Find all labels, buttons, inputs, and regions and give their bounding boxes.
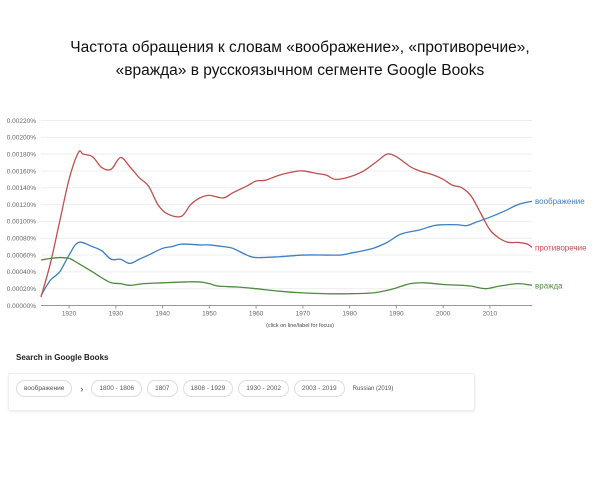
y-tick-label: 0.00100% <box>7 219 36 226</box>
series-label[interactable]: воображение <box>535 197 585 206</box>
x-tick-label: 1980 <box>342 311 357 318</box>
range-chip[interactable]: 2003 - 2019 <box>293 380 345 397</box>
title-line-1: Частота обращения к словам «воображение»… <box>70 39 530 56</box>
y-tick-label: 0.00040% <box>7 269 36 276</box>
x-tick-label: 1930 <box>109 311 124 318</box>
series-label[interactable]: противоречие <box>535 243 587 252</box>
title-line-2: «вражда» в русскоязычном сегменте Google… <box>115 62 485 79</box>
series-line-воображение[interactable] <box>40 200 533 296</box>
x-tick-label: 1970 <box>296 311 311 318</box>
term-chip[interactable]: воображение <box>16 380 73 397</box>
range-chip[interactable]: 1807 <box>147 380 178 397</box>
chevron-right-icon: › <box>80 383 84 394</box>
range-chip[interactable]: 1808 - 1929 <box>182 380 234 397</box>
y-tick-label: 0.00080% <box>7 236 36 243</box>
y-tick-label: 0.00200% <box>7 135 36 142</box>
y-tick-label: 0.00020% <box>7 286 36 293</box>
y-tick-label: 0.00060% <box>7 252 36 259</box>
x-tick-label: 1990 <box>389 311 404 318</box>
series-label[interactable]: вражда <box>535 281 563 290</box>
y-tick-label: 0.00160% <box>7 168 36 175</box>
x-tick-label: 1940 <box>155 311 170 318</box>
y-tick-label: 0.00120% <box>7 202 36 209</box>
range-chip[interactable]: 1930 - 2002 <box>238 380 289 397</box>
x-tick-label: 1920 <box>62 311 77 318</box>
y-tick-label: 0.00220% <box>7 118 36 125</box>
x-tick-label: 2010 <box>483 311 498 318</box>
y-tick-label: 0.00000% <box>7 303 36 310</box>
search-panel: воображение › 1800 - 1806 1807 1808 - 19… <box>8 373 475 411</box>
corpus-label: Russian (2019) <box>352 385 394 392</box>
search-heading: Search in Google Books <box>16 353 109 362</box>
ngram-chart: 0.00000% 0.00020% 0.00040% 0.00060% 0.00080%… <box>7 118 587 318</box>
focus-hint: (click on line/label for focus) <box>266 323 334 329</box>
x-tick-label: 2000 <box>436 311 451 318</box>
y-tick-label: 0.00180% <box>7 151 36 158</box>
range-chip[interactable]: 1800 - 1806 <box>91 380 143 397</box>
x-tick-label: 1960 <box>249 311 264 318</box>
series-line-вражда[interactable] <box>40 256 533 295</box>
chart-title: Частота обращения к словам «воображение»… <box>0 36 600 82</box>
series-line-противоречие[interactable] <box>40 150 533 298</box>
y-tick-label: 0.00140% <box>7 185 36 192</box>
x-tick-label: 1950 <box>202 311 217 318</box>
